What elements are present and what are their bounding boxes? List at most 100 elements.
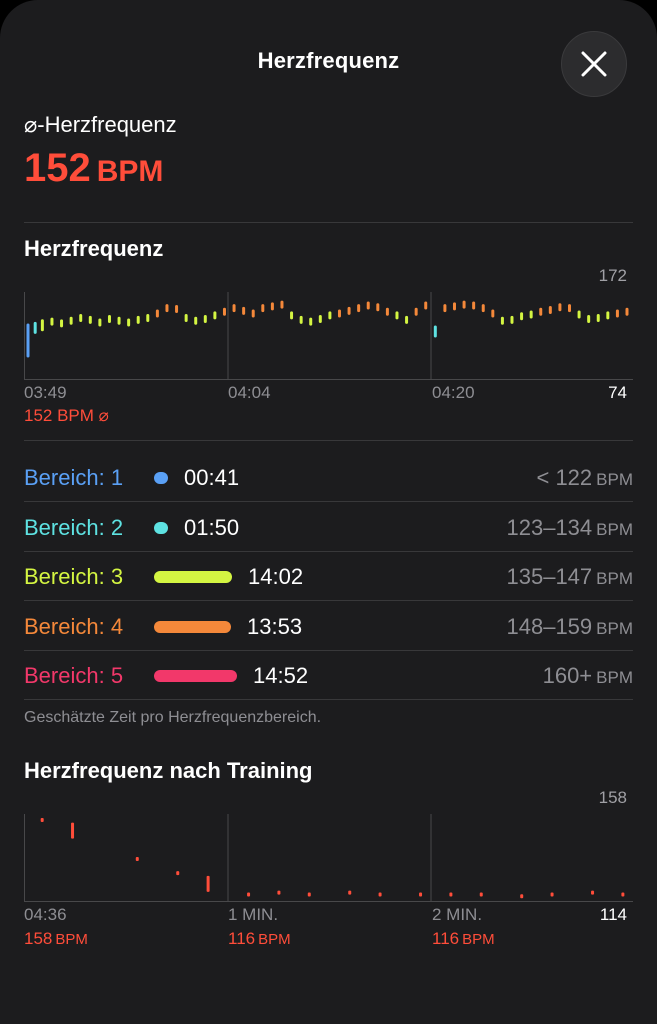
hr-chart-x-tick: 04:04 xyxy=(228,383,271,402)
recovery-caption-unit: BPM xyxy=(462,931,495,948)
hr-data-point xyxy=(88,315,92,324)
hr-data-point xyxy=(261,304,265,313)
recovery-data-point xyxy=(176,871,180,876)
hr-data-point xyxy=(347,306,351,315)
recovery-data-point xyxy=(419,892,423,897)
zones-footnote: Geschätzte Zeit pro Herzfrequenzbereich. xyxy=(24,709,322,726)
divider xyxy=(24,649,633,651)
hr-data-point xyxy=(548,305,552,314)
recovery-caption-value: 116 xyxy=(228,929,256,948)
hr-data-point xyxy=(414,307,418,316)
zone-bar xyxy=(154,670,237,682)
hr-data-point xyxy=(395,311,399,320)
hr-data-point xyxy=(625,307,629,316)
recovery-data-point xyxy=(40,818,44,822)
recovery-caption-unit: BPM xyxy=(258,931,291,948)
hr-data-point xyxy=(587,314,591,323)
divider xyxy=(24,699,633,700)
hr-data-point xyxy=(452,302,456,311)
hr-data-point xyxy=(117,316,121,325)
recovery-data-point xyxy=(348,890,352,895)
recovery-chart-y-min: 114 xyxy=(599,905,627,924)
zone-label: Bereich: 1 xyxy=(24,465,124,490)
zone-range-unit: BPM xyxy=(596,668,633,687)
zone-row: Bereich: 5 14:52 160+ BPM xyxy=(24,651,633,700)
hr-data-point xyxy=(577,310,581,319)
hr-chart-y-min: 74 xyxy=(608,383,627,402)
hr-data-point xyxy=(539,307,543,316)
hr-chart-x-tick: 03:49 xyxy=(24,383,67,402)
hr-data-point xyxy=(443,304,447,313)
hr-data-point xyxy=(232,304,236,313)
hr-data-point xyxy=(366,301,370,310)
recovery-data-point xyxy=(247,892,251,897)
recovery-caption-value: 116 xyxy=(432,929,460,948)
recovery-caption: 116 BPM xyxy=(228,929,291,949)
hr-data-point xyxy=(567,304,571,313)
hr-data-point xyxy=(79,314,83,323)
hr-data-point xyxy=(491,309,495,318)
average-heart-rate-value: 152 BPM xyxy=(24,146,163,191)
recovery-caption: 116 BPM xyxy=(432,929,495,949)
recovery-data-point xyxy=(277,890,281,895)
hr-data-point xyxy=(596,314,600,323)
recovery-data-point xyxy=(71,822,75,839)
average-heart-rate-label: ⌀-Herzfrequenz xyxy=(24,112,177,137)
zone-range-unit: BPM xyxy=(596,470,633,489)
hr-data-point xyxy=(558,303,562,312)
hr-data-point xyxy=(213,311,217,320)
hr-data-point xyxy=(520,312,524,321)
hr-data-point xyxy=(500,316,504,325)
average-heart-rate-unit: BPM xyxy=(96,155,164,188)
recovery-data-point xyxy=(206,875,210,892)
heart-rate-chart xyxy=(24,292,633,380)
divider xyxy=(24,222,633,223)
hr-data-point xyxy=(222,307,226,316)
zone-label: Bereich: 5 xyxy=(24,663,124,688)
hr-data-point xyxy=(510,315,514,324)
recovery-caption-unit: BPM xyxy=(55,931,88,948)
divider xyxy=(24,600,633,601)
hr-data-point xyxy=(337,309,341,318)
hr-data-point xyxy=(424,301,428,310)
hr-data-point xyxy=(270,302,274,311)
hr-data-point xyxy=(481,304,485,313)
zone-range: 160+ BPM xyxy=(543,663,633,689)
hr-data-point xyxy=(127,318,131,327)
zone-range-unit: BPM xyxy=(596,519,633,539)
hr-data-point xyxy=(60,319,64,328)
hr-data-point xyxy=(280,300,284,309)
zone-time: 13:53 xyxy=(247,613,303,639)
close-button[interactable] xyxy=(561,31,627,97)
recovery-caption: 158 BPM xyxy=(24,929,88,949)
recovery-data-point xyxy=(307,892,311,897)
hr-data-point xyxy=(194,316,198,325)
recovery-data-point xyxy=(135,857,139,861)
recovery-chart-y-max: 158 xyxy=(598,788,627,807)
divider xyxy=(24,550,633,552)
hr-data-point xyxy=(33,321,37,334)
hr-data-point xyxy=(69,316,73,325)
hr-data-point xyxy=(242,306,246,315)
hr-data-point xyxy=(50,317,54,326)
hr-data-point xyxy=(615,309,619,318)
hr-data-point xyxy=(40,319,44,332)
zone-range-value: 148–159 xyxy=(506,613,593,639)
zone-bar xyxy=(154,472,168,484)
hr-data-point xyxy=(165,304,169,313)
zone-range: 135–147 BPM xyxy=(507,564,634,590)
recovery-chart-x-tick: 04:36 xyxy=(24,905,67,924)
recovery-data-point xyxy=(621,892,625,897)
zone-bar xyxy=(154,571,232,583)
recovery-data-point xyxy=(591,890,595,895)
hr-data-point xyxy=(318,314,322,323)
hr-data-point xyxy=(146,314,150,323)
recovery-caption-value: 158 xyxy=(24,929,53,948)
recovery-chart-x-tick: 1 MIN. xyxy=(228,905,279,924)
recovery-section-title: Herzfrequenz nach Training xyxy=(24,758,313,783)
hr-chart-y-max: 172 xyxy=(598,266,627,285)
hr-data-point xyxy=(107,314,111,323)
hr-data-point xyxy=(299,315,303,324)
zone-range: 123–134 BPM xyxy=(507,515,634,541)
zone-time: 00:41 xyxy=(184,465,240,490)
